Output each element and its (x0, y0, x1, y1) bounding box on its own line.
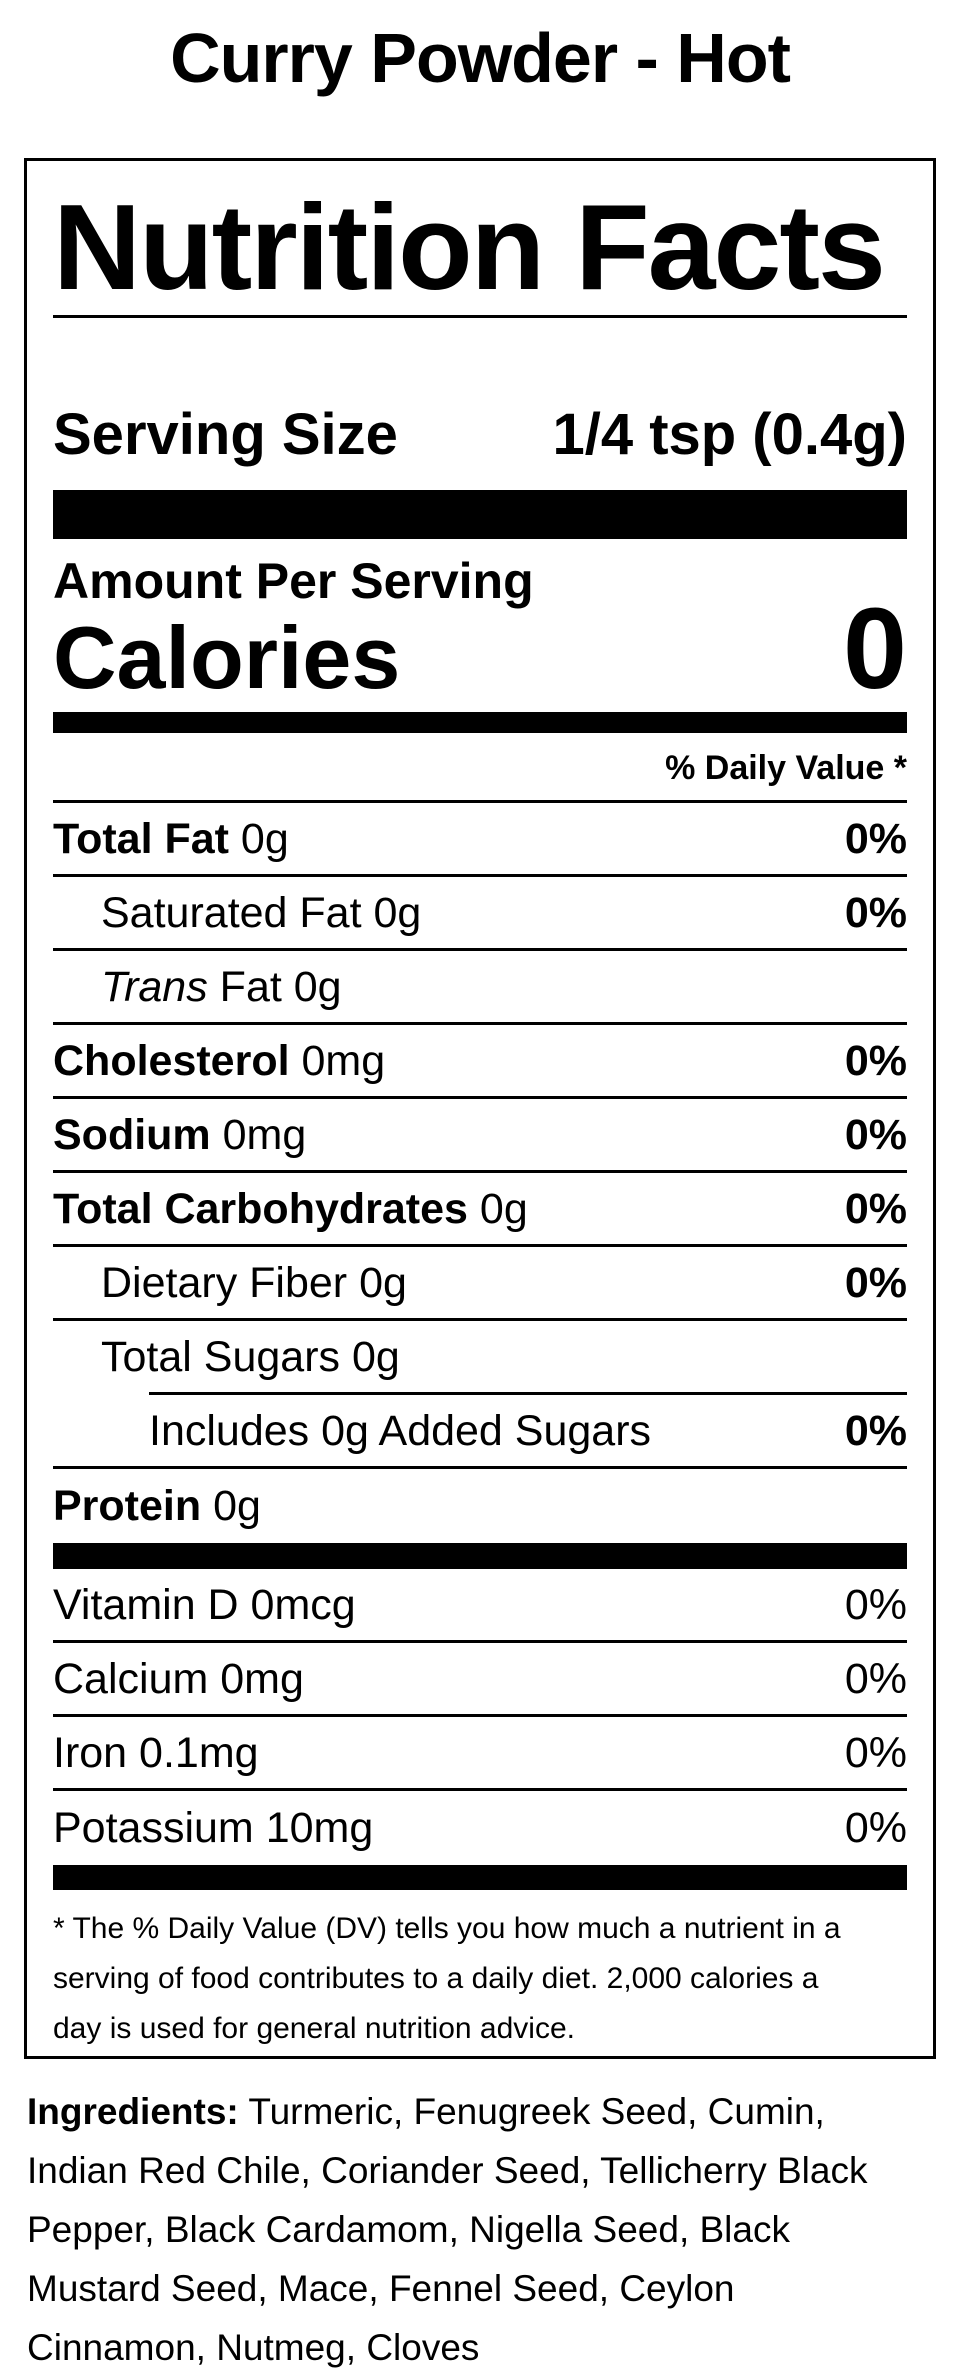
nutrition-facts-heading: Nutrition Facts (53, 186, 907, 318)
nutrient-label: Trans Fat 0g (101, 962, 342, 1011)
nutrition-label-panel: Nutrition Facts Serving Size 1/4 tsp (0.… (24, 158, 936, 2059)
nutrient-label: Total Sugars 0g (101, 1332, 400, 1381)
ingredients-text: Turmeric, Fenugreek Seed, Cumin, Indian … (27, 2091, 868, 2368)
row-separator-rule (53, 1714, 907, 1717)
nutrient-row: Cholesterol 0mg 0% (53, 1025, 907, 1096)
serving-size-label: Serving Size (53, 402, 398, 467)
calories-label: Calories (53, 608, 401, 707)
nutrient-label: Sodium 0mg (53, 1110, 307, 1159)
thick-separator-bar (53, 1543, 907, 1569)
nutrient-row: Potassium 10mg 0% (53, 1791, 907, 1865)
nutrient-label: Vitamin D 0mcg (53, 1580, 356, 1629)
nutrient-daily-value: 0% (844, 814, 907, 863)
nutrient-row: Total Carbohydrates 0g 0% (53, 1173, 907, 1244)
nutrient-label: Iron 0.1mg (53, 1728, 259, 1777)
nutrient-label: Dietary Fiber 0g (101, 1258, 407, 1307)
calories-value: 0 (843, 585, 907, 713)
amount-per-serving-label: Amount Per Serving (53, 553, 534, 609)
nutrient-daily-value: 0% (844, 1804, 907, 1852)
nutrient-daily-value: 0% (844, 1406, 907, 1455)
row-separator-rule (53, 1466, 907, 1469)
daily-value-header: % Daily Value * (53, 733, 907, 803)
page-title: Curry Powder - Hot (170, 19, 791, 97)
daily-value-footnote: * The % Daily Value (DV) tells you how m… (53, 1912, 841, 2045)
row-separator-rule (53, 1022, 907, 1025)
nutrient-daily-value: 0% (844, 1580, 907, 1629)
nutrient-row: Dietary Fiber 0g 0% (53, 1247, 907, 1318)
nutrient-row: Vitamin D 0mcg 0% (53, 1569, 907, 1640)
row-separator-rule (53, 1640, 907, 1643)
ingredients-label: Ingredients: (27, 2091, 239, 2132)
nutrient-daily-value: 0% (844, 1728, 907, 1777)
row-separator-rule (149, 1392, 907, 1395)
nutrient-label: Total Fat 0g (53, 814, 289, 863)
row-separator-rule (53, 948, 907, 951)
row-separator-rule (53, 1244, 907, 1247)
nutrient-row: Includes 0g Added Sugars 0% (53, 1395, 907, 1466)
thick-separator-bar (53, 490, 907, 539)
nutrient-daily-value: 0% (844, 1654, 907, 1703)
nutrient-row: Trans Fat 0g (53, 951, 907, 1022)
thick-separator-bar (53, 1865, 907, 1890)
nutrient-label: Protein 0g (53, 1482, 261, 1530)
serving-size-value: 1/4 tsp (0.4g) (552, 402, 907, 467)
nutrient-row: Calcium 0mg 0% (53, 1643, 907, 1714)
nutrient-row: Iron 0.1mg 0% (53, 1717, 907, 1788)
row-separator-rule (53, 1788, 907, 1791)
nutrient-label: Calcium 0mg (53, 1654, 304, 1703)
nutrient-row: Sodium 0mg 0% (53, 1099, 907, 1170)
ingredients-section: Ingredients: Turmeric, Fenugreek Seed, C… (27, 2082, 936, 2377)
nutrient-row: Total Sugars 0g (53, 1321, 907, 1392)
nutrient-daily-value: 0% (844, 1258, 907, 1307)
nutrient-rows-list: Total Fat 0g 0% Saturated Fat 0g 0% Tran… (53, 803, 907, 1543)
nutrient-label: Includes 0g Added Sugars (149, 1406, 652, 1455)
row-separator-rule (53, 1318, 907, 1321)
row-separator-rule (53, 1170, 907, 1173)
serving-size-row: Serving Size 1/4 tsp (0.4g) (53, 402, 907, 467)
nutrient-row: Protein 0g (53, 1469, 907, 1543)
nutrient-daily-value: 0% (844, 1184, 907, 1233)
nutrient-label: Total Carbohydrates 0g (53, 1184, 528, 1233)
nutrient-row: Saturated Fat 0g 0% (53, 877, 907, 948)
nutrient-daily-value: 0% (844, 1110, 907, 1159)
row-separator-rule (53, 1096, 907, 1099)
nutrient-row: Total Fat 0g 0% (53, 803, 907, 874)
nutrient-daily-value: 0% (844, 1036, 907, 1085)
thick-separator-bar (53, 712, 907, 733)
nutrient-daily-value: 0% (844, 888, 907, 937)
nutrient-label: Saturated Fat 0g (101, 888, 422, 937)
micronutrient-rows-list: Vitamin D 0mcg 0% Calcium 0mg 0% Iron 0.… (53, 1569, 907, 1865)
nutrient-label: Cholesterol 0mg (53, 1036, 386, 1085)
row-separator-rule (53, 874, 907, 877)
calories-row: Calories 0 (53, 585, 907, 713)
nutrient-label: Potassium 10mg (53, 1804, 374, 1852)
